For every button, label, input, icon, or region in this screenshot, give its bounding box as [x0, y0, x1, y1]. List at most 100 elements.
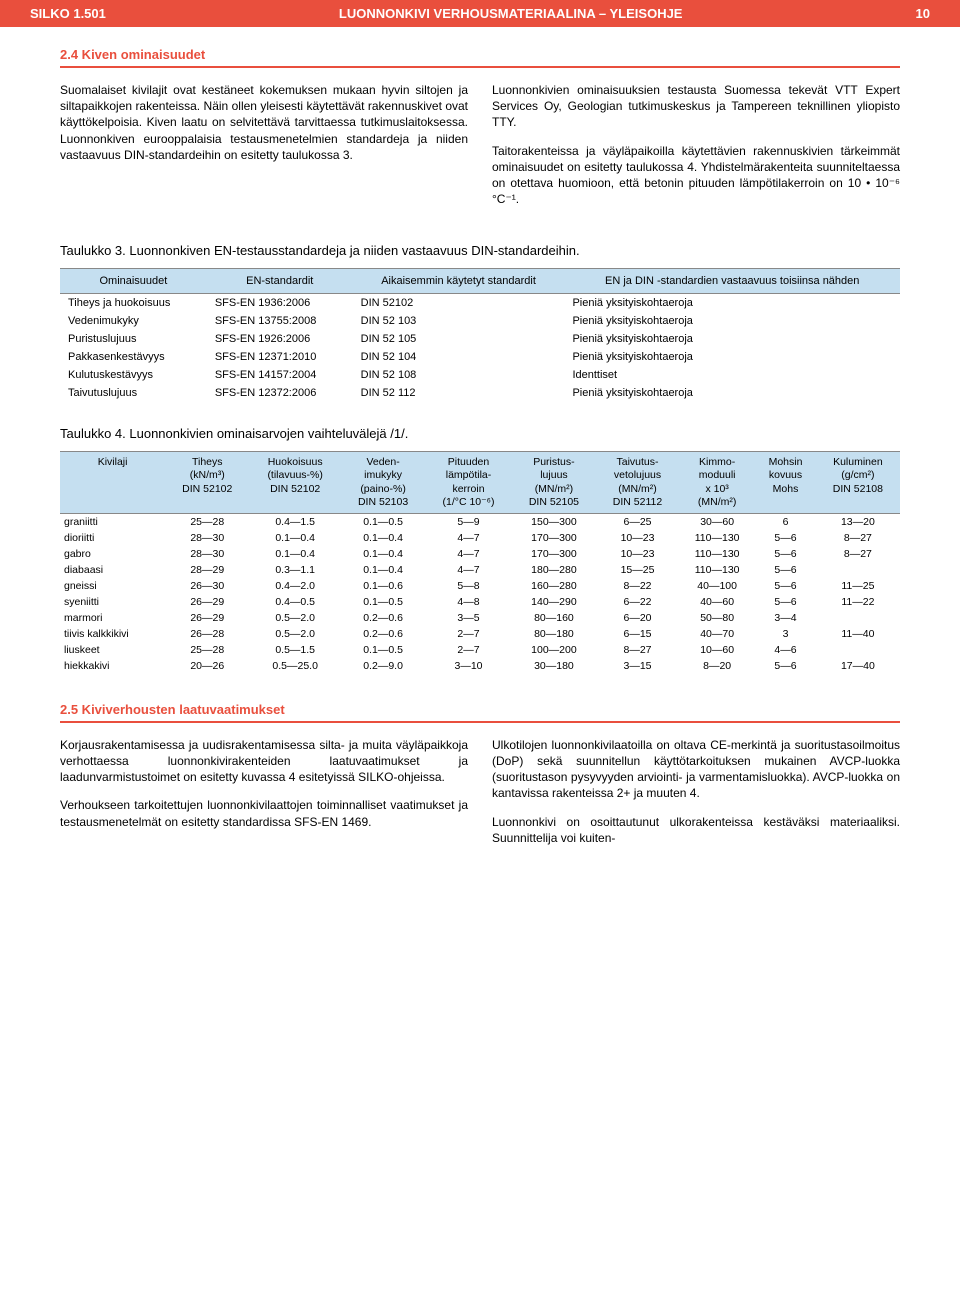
table-row: gabro28—300.1—0.40.1—0.44—7170—30010—231…: [60, 546, 900, 562]
table-cell: Pieniä yksityiskohtaeroja: [564, 312, 900, 330]
section-25-title: 2.5 Kiviverhousten laatuvaatimukset: [60, 702, 900, 717]
table-cell: 6—15: [596, 626, 679, 642]
table-cell: SFS-EN 1926:2006: [207, 330, 353, 348]
table-cell: DIN 52 104: [353, 348, 565, 366]
table-cell: 5—6: [755, 578, 816, 594]
table-cell: 0.1—0.6: [341, 578, 425, 594]
table-header-cell: Huokoisuus(tilavuus-%)DIN 52102: [249, 452, 341, 514]
table-cell: 3—5: [425, 610, 512, 626]
table-cell: 6—20: [596, 610, 679, 626]
table-cell: 170—300: [512, 546, 596, 562]
table-cell: 110—130: [679, 546, 755, 562]
table-cell: 3—15: [596, 658, 679, 674]
table-cell: 80—180: [512, 626, 596, 642]
table-cell: 0.5—1.5: [249, 642, 341, 658]
table-row: PakkasenkestävyysSFS-EN 12371:2010DIN 52…: [60, 348, 900, 366]
table-cell: Puristuslujuus: [60, 330, 207, 348]
table-cell: 8—27: [816, 546, 900, 562]
table-cell: 6—22: [596, 594, 679, 610]
table-header-cell: Veden-imukyky(paino-%)DIN 52103: [341, 452, 425, 514]
table-cell: diabaasi: [60, 562, 165, 578]
table-cell: 100—200: [512, 642, 596, 658]
table4: KivilajiTiheys(kN/m³)DIN 52102Huokoisuus…: [60, 451, 900, 674]
table-cell: 26—30: [165, 578, 249, 594]
section-25-body: Korjausrakentamisessa ja uudisrakentamis…: [60, 737, 900, 858]
table-cell: 0.3—1.1: [249, 562, 341, 578]
table-cell: Pieniä yksityiskohtaeroja: [564, 384, 900, 402]
table-cell: 40—60: [679, 594, 755, 610]
table-cell: Taivutuslujuus: [60, 384, 207, 402]
table-cell: 0.4—2.0: [249, 578, 341, 594]
table-cell: SFS-EN 12372:2006: [207, 384, 353, 402]
header-left: SILKO 1.501: [30, 6, 106, 21]
table-cell: 5—6: [755, 562, 816, 578]
table-cell: 6—25: [596, 513, 679, 530]
table-cell: 160—280: [512, 578, 596, 594]
table-cell: SFS-EN 13755:2008: [207, 312, 353, 330]
table-cell: Identtiset: [564, 366, 900, 384]
table-cell: 40—70: [679, 626, 755, 642]
table-cell: 28—29: [165, 562, 249, 578]
section-24-title: 2.4 Kiven ominaisuudet: [60, 47, 900, 62]
table-cell: Pieniä yksityiskohtaeroja: [564, 330, 900, 348]
s25-c2-p1: Ulkotilojen luonnonkivilaatoilla on olta…: [492, 737, 900, 802]
table-row: hiekkakivi20—260.5—25.00.2—9.03—1030—180…: [60, 658, 900, 674]
table-cell: 0.2—0.6: [341, 610, 425, 626]
table-cell: [816, 642, 900, 658]
table-cell: 0.2—0.6: [341, 626, 425, 642]
table-cell: 4—8: [425, 594, 512, 610]
table-header-cell: Puristus-lujuus(MN/m²)DIN 52105: [512, 452, 596, 514]
table-cell: 0.1—0.5: [341, 642, 425, 658]
table-cell: Pieniä yksityiskohtaeroja: [564, 294, 900, 313]
section-24-body: Suomalaiset kivilajit ovat kestäneet kok…: [60, 82, 900, 219]
table-cell: [816, 610, 900, 626]
table-cell: 110—130: [679, 530, 755, 546]
table-row: TaivutuslujuusSFS-EN 12372:2006DIN 52 11…: [60, 384, 900, 402]
table-cell: 2—7: [425, 642, 512, 658]
table-cell: 170—300: [512, 530, 596, 546]
table-header-cell: Tiheys(kN/m³)DIN 52102: [165, 452, 249, 514]
table-cell: 5—8: [425, 578, 512, 594]
table-cell: 150—300: [512, 513, 596, 530]
table-cell: 0.1—0.4: [249, 530, 341, 546]
section-rule-2: [60, 721, 900, 723]
table-cell: liuskeet: [60, 642, 165, 658]
table-row: Tiheys ja huokoisuusSFS-EN 1936:2006DIN …: [60, 294, 900, 313]
table-cell: 10—60: [679, 642, 755, 658]
table-row: liuskeet25—280.5—1.50.1—0.52—7100—2008—2…: [60, 642, 900, 658]
table-cell: graniitti: [60, 513, 165, 530]
table-cell: 0.4—0.5: [249, 594, 341, 610]
table-cell: DIN 52 103: [353, 312, 565, 330]
table-cell: 0.5—2.0: [249, 626, 341, 642]
t3-h0: Ominaisuudet: [60, 269, 207, 294]
table-cell: 17—40: [816, 658, 900, 674]
table-cell: 0.1—0.4: [341, 530, 425, 546]
table-row: PuristuslujuusSFS-EN 1926:2006DIN 52 105…: [60, 330, 900, 348]
table-cell: 28—30: [165, 546, 249, 562]
table-cell: 4—6: [755, 642, 816, 658]
table-header-cell: Kivilaji: [60, 452, 165, 514]
table-cell: 11—22: [816, 594, 900, 610]
table-cell: 26—29: [165, 594, 249, 610]
table3: Ominaisuudet EN-standardit Aikaisemmin k…: [60, 268, 900, 402]
table-cell: 8—22: [596, 578, 679, 594]
table-cell: 26—28: [165, 626, 249, 642]
table-cell: gabro: [60, 546, 165, 562]
header-center: LUONNONKIVI VERHOUSMATERIAALINA – YLEISO…: [339, 6, 683, 21]
table-cell: 0.5—2.0: [249, 610, 341, 626]
table3-caption: Taulukko 3. Luonnonkiven EN-testausstand…: [60, 243, 900, 258]
table-cell: 26—29: [165, 610, 249, 626]
table-cell: Kulutuskestävyys: [60, 366, 207, 384]
table-cell: 180—280: [512, 562, 596, 578]
table-cell: SFS-EN 1936:2006: [207, 294, 353, 313]
table-cell: hiekkakivi: [60, 658, 165, 674]
s25-c1-p1: Korjausrakentamisessa ja uudisrakentamis…: [60, 737, 468, 786]
table-cell: DIN 52 112: [353, 384, 565, 402]
table-cell: 0.1—0.4: [341, 562, 425, 578]
table-cell: 3—10: [425, 658, 512, 674]
section-rule: [60, 66, 900, 68]
table4-caption: Taulukko 4. Luonnonkivien ominaisarvojen…: [60, 426, 900, 441]
table-row: VedenimukykySFS-EN 13755:2008DIN 52 103P…: [60, 312, 900, 330]
table-cell: 25—28: [165, 513, 249, 530]
table-cell: 11—40: [816, 626, 900, 642]
